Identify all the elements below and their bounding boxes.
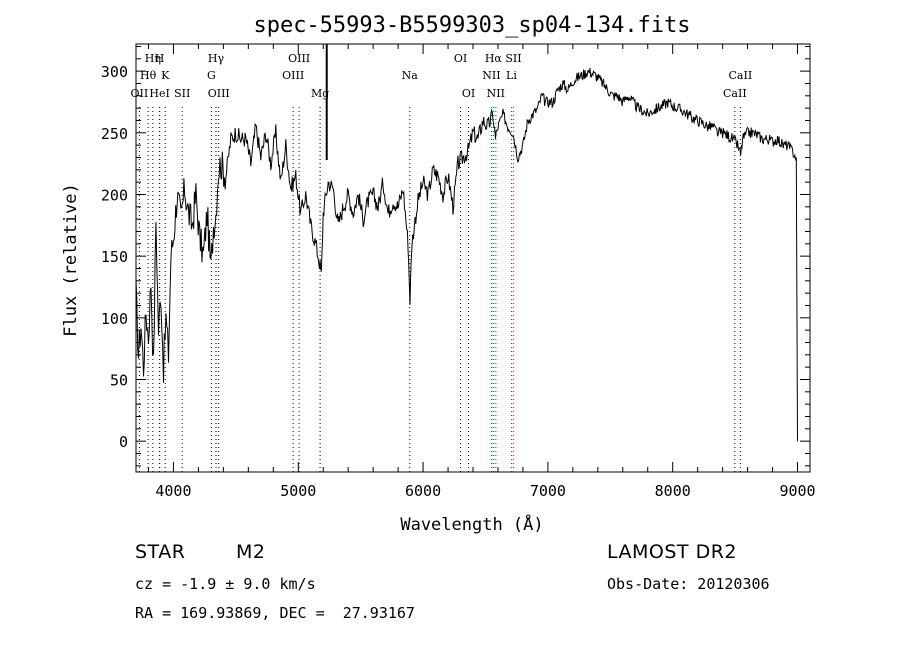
y-tick-label: 200 <box>101 186 128 204</box>
x-tick-label: 8000 <box>655 482 691 500</box>
y-tick-label: 250 <box>101 125 128 143</box>
spectral-line-label: K <box>161 69 170 82</box>
spectral-line-markers: Hη Hθ HK OII HeI SII Hγ G OIII OIII OIII Mg Na OI OI Hα… <box>131 44 753 472</box>
spectral-line-label: Hα <box>485 52 503 65</box>
spectral-line-label: NII <box>487 87 505 100</box>
spectral-line-label: Na <box>402 69 419 82</box>
x-axis-label: Wavelength (Å) <box>400 513 543 535</box>
spectral-line-label: OIII <box>288 52 310 65</box>
y-axis-label: Flux (relative) <box>61 183 81 337</box>
object-class: STAR <box>135 541 186 563</box>
x-tick-label: 9000 <box>779 482 815 500</box>
spectral-line-label: NII <box>482 69 500 82</box>
spectral-line-label: OIII <box>282 69 304 82</box>
spectral-line-label: OI <box>454 52 467 65</box>
y-tick-label: 100 <box>101 310 128 328</box>
spectral-line-label: Li <box>506 69 517 82</box>
spectral-line-label: CaII <box>723 87 747 100</box>
y-tick-label: 150 <box>101 248 128 266</box>
chart-title: spec-55993-B5599303_sp04-134.fits <box>253 13 690 38</box>
spectral-line-label: HeI <box>149 87 169 100</box>
spectral-line-label: OI <box>462 87 475 100</box>
survey-name: LAMOST DR2 <box>607 541 737 563</box>
spectral-line-label: Hγ <box>208 52 225 65</box>
obs-date-text: Obs-Date: 20120306 <box>607 575 770 593</box>
plot-frame <box>135 43 811 473</box>
spectral-line-label: CaII <box>729 69 753 82</box>
x-tick-label: 7000 <box>530 482 566 500</box>
spectral-line-label: Mg <box>311 87 329 100</box>
spectral-line-label: OIII <box>208 87 230 100</box>
x-tick-label: 4000 <box>155 482 191 500</box>
redshift-text: cz = -1.9 ± 9.0 km/s <box>135 575 316 593</box>
spectral-line-label: SII <box>174 87 190 100</box>
spectral-line-label: Hθ <box>140 69 157 82</box>
axis-ticks: 4000 5000 6000 7000 8000 9000 0 50 100 150 200 250 3… <box>101 44 816 500</box>
object-subclass: M2 <box>236 541 266 563</box>
spectral-line-label: H <box>155 52 165 65</box>
y-tick-label: 0 <box>119 433 128 451</box>
x-tick-label: 6000 <box>405 482 441 500</box>
x-tick-label: 5000 <box>280 482 316 500</box>
spectral-line-label: OII <box>131 87 149 100</box>
spectral-line-label: Hη <box>145 52 161 65</box>
y-tick-label: 50 <box>110 371 128 389</box>
spectral-line-label: SII <box>505 52 521 65</box>
spectral-line-label: G <box>207 69 216 82</box>
spectrum-series-line <box>135 68 798 442</box>
coordinates-text: RA = 169.93869, DEC = 27.93167 <box>135 604 415 622</box>
y-tick-label: 300 <box>101 63 128 81</box>
